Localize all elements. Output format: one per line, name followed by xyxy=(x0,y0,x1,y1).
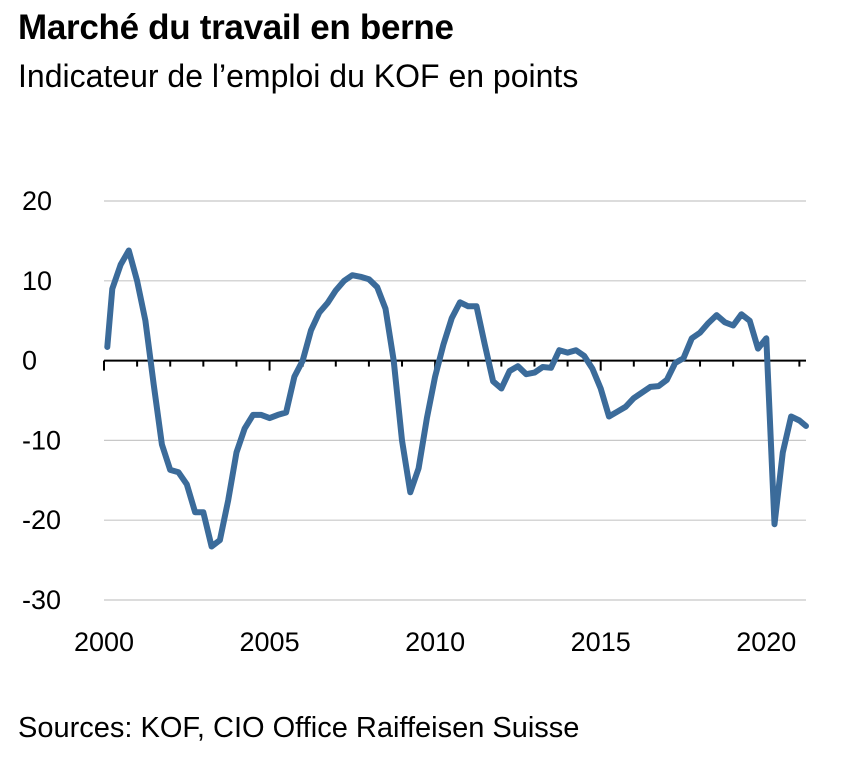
x-tick-label: 2015 xyxy=(571,627,631,657)
series-layer xyxy=(104,247,809,550)
x-axis xyxy=(103,359,806,371)
chart-title: Marché du travail en berne xyxy=(18,8,454,47)
series-line xyxy=(104,247,809,550)
y-tick-label: 20 xyxy=(22,186,52,216)
y-tick-label: -30 xyxy=(22,585,61,615)
x-tick-label: 2000 xyxy=(74,627,134,657)
y-tick-label: 0 xyxy=(22,346,37,376)
y-tick-label: -20 xyxy=(22,505,61,535)
y-tick-label: 10 xyxy=(22,266,52,296)
x-tick-label: 2020 xyxy=(736,627,796,657)
source-note: Sources: KOF, CIO Office Raiffeisen Suis… xyxy=(18,712,580,744)
y-tick-label: -10 xyxy=(22,425,61,455)
x-tick-label: 2005 xyxy=(240,627,300,657)
chart-subtitle: Indicateur de l’emploi du KOF en points xyxy=(18,58,579,94)
x-tick-label: 2010 xyxy=(405,627,465,657)
